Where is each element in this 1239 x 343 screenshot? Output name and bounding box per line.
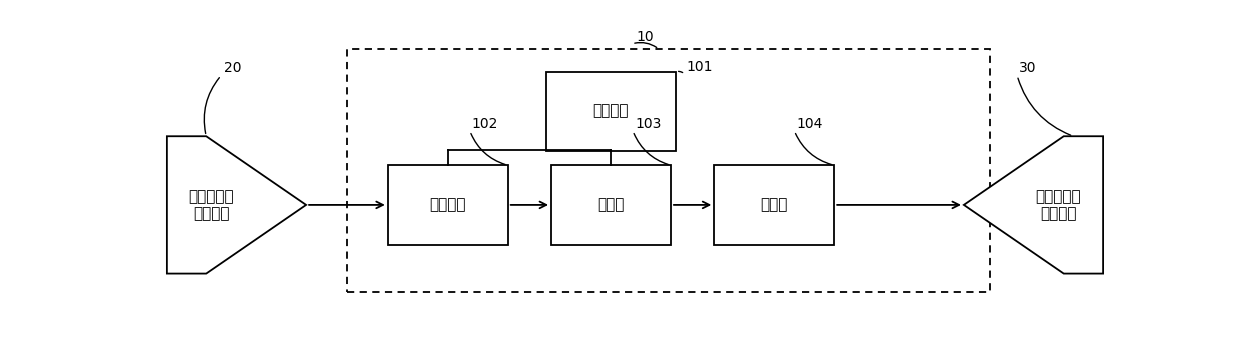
Text: 冷却水泵: 冷却水泵 xyxy=(430,198,466,212)
Text: 直流电源: 直流电源 xyxy=(592,104,629,119)
Text: 30: 30 xyxy=(1018,61,1037,75)
Text: 104: 104 xyxy=(797,117,823,131)
Bar xyxy=(546,72,675,151)
Text: 乏燃料水池
的回水侧: 乏燃料水池 的回水侧 xyxy=(1036,189,1082,221)
Polygon shape xyxy=(167,136,306,274)
Text: 10: 10 xyxy=(637,30,654,44)
Bar xyxy=(551,165,672,245)
Text: 换热器: 换热器 xyxy=(597,198,624,212)
Text: 20: 20 xyxy=(224,61,242,75)
Text: 控制阀: 控制阀 xyxy=(761,198,788,212)
Text: 101: 101 xyxy=(686,60,714,74)
Bar xyxy=(347,49,990,292)
Polygon shape xyxy=(964,136,1103,274)
Bar xyxy=(714,165,834,245)
Text: 103: 103 xyxy=(636,117,662,131)
Text: 102: 102 xyxy=(472,117,498,131)
Bar xyxy=(388,165,508,245)
Text: 乏燃料水池
的出水侧: 乏燃料水池 的出水侧 xyxy=(188,189,234,221)
